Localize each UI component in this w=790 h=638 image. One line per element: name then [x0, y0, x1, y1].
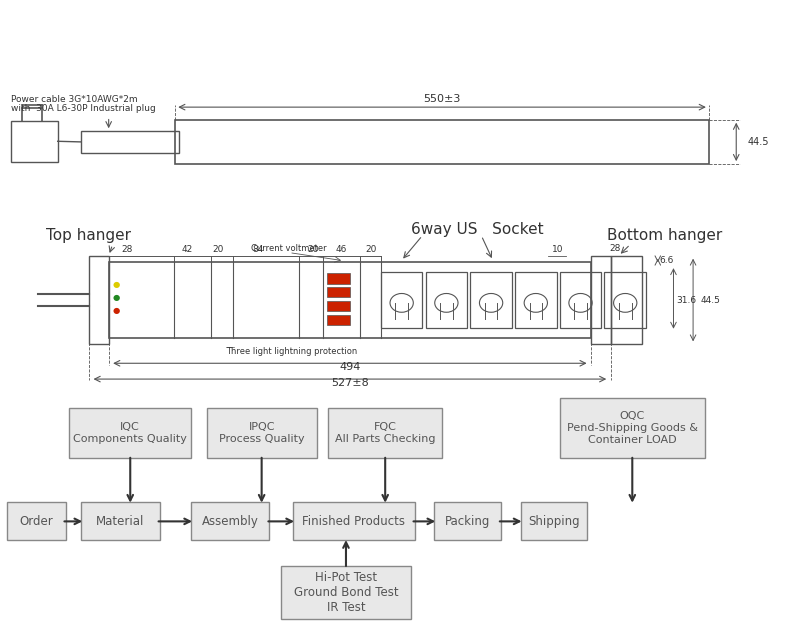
Bar	[470, 272, 512, 329]
Bar	[426, 272, 467, 329]
Text: IQC
Components Quality: IQC Components Quality	[73, 422, 187, 443]
Bar	[10, 121, 58, 162]
Text: 44.5: 44.5	[701, 295, 720, 304]
FancyBboxPatch shape	[329, 408, 442, 458]
Text: Shipping: Shipping	[528, 515, 580, 528]
Bar	[327, 315, 350, 325]
Bar	[611, 256, 642, 345]
Text: Finished Products: Finished Products	[303, 515, 405, 528]
Text: 10: 10	[552, 246, 564, 255]
FancyBboxPatch shape	[207, 408, 317, 458]
Text: Assembly: Assembly	[201, 515, 258, 528]
Bar	[327, 273, 350, 283]
Text: 28: 28	[121, 246, 133, 255]
Text: Packing: Packing	[445, 515, 491, 528]
Text: Bottom hanger: Bottom hanger	[607, 228, 722, 243]
Bar	[327, 300, 350, 311]
Text: 28: 28	[609, 244, 620, 253]
Text: ●: ●	[113, 280, 120, 290]
Text: 44.5: 44.5	[748, 137, 769, 147]
Text: Three light lightning protection: Three light lightning protection	[227, 347, 358, 356]
FancyBboxPatch shape	[521, 502, 587, 540]
Text: ●: ●	[113, 306, 120, 315]
Text: Current voltmeter: Current voltmeter	[251, 244, 327, 253]
Text: 20: 20	[366, 246, 377, 255]
Text: Power cable 3G*10AWG*2m: Power cable 3G*10AWG*2m	[10, 95, 137, 104]
Text: 6way US   Socket: 6way US Socket	[411, 221, 544, 237]
Text: 20: 20	[212, 246, 224, 255]
Text: 494: 494	[339, 362, 360, 372]
Text: ●: ●	[113, 293, 120, 302]
Text: 550±3: 550±3	[423, 94, 461, 104]
Text: 6.6: 6.6	[660, 256, 674, 265]
Bar	[175, 120, 709, 164]
Bar	[515, 272, 557, 329]
Text: with  30A L6-30P Industrial plug: with 30A L6-30P Industrial plug	[10, 105, 156, 114]
Text: 31.6: 31.6	[675, 295, 696, 304]
FancyBboxPatch shape	[281, 566, 411, 619]
Bar	[381, 272, 423, 329]
Bar	[604, 272, 646, 329]
FancyBboxPatch shape	[293, 502, 415, 540]
Text: Material: Material	[96, 515, 145, 528]
Bar	[560, 272, 601, 329]
Bar	[109, 262, 591, 338]
Text: IPQC
Process Quality: IPQC Process Quality	[219, 422, 304, 443]
FancyBboxPatch shape	[81, 502, 160, 540]
Text: OQC
Pend-Shipping Goods &
Container LOAD: OQC Pend-Shipping Goods & Container LOAD	[566, 412, 698, 445]
Text: 46: 46	[336, 246, 348, 255]
FancyBboxPatch shape	[6, 502, 66, 540]
Text: Hi-Pot Test
Ground Bond Test
IR Test: Hi-Pot Test Ground Bond Test IR Test	[294, 571, 398, 614]
Text: Order: Order	[19, 515, 53, 528]
FancyBboxPatch shape	[560, 398, 705, 458]
Bar	[591, 256, 611, 345]
Text: 42: 42	[182, 246, 193, 255]
Bar	[89, 256, 109, 345]
FancyBboxPatch shape	[191, 502, 269, 540]
Text: FQC
All Parts Checking: FQC All Parts Checking	[335, 422, 435, 443]
Text: Top hanger: Top hanger	[46, 228, 131, 243]
Bar	[327, 286, 350, 297]
Bar	[81, 131, 179, 153]
FancyBboxPatch shape	[70, 408, 191, 458]
Text: 20: 20	[307, 246, 318, 255]
FancyBboxPatch shape	[435, 502, 501, 540]
Text: 527±8: 527±8	[331, 378, 369, 388]
Text: 84: 84	[253, 246, 264, 255]
